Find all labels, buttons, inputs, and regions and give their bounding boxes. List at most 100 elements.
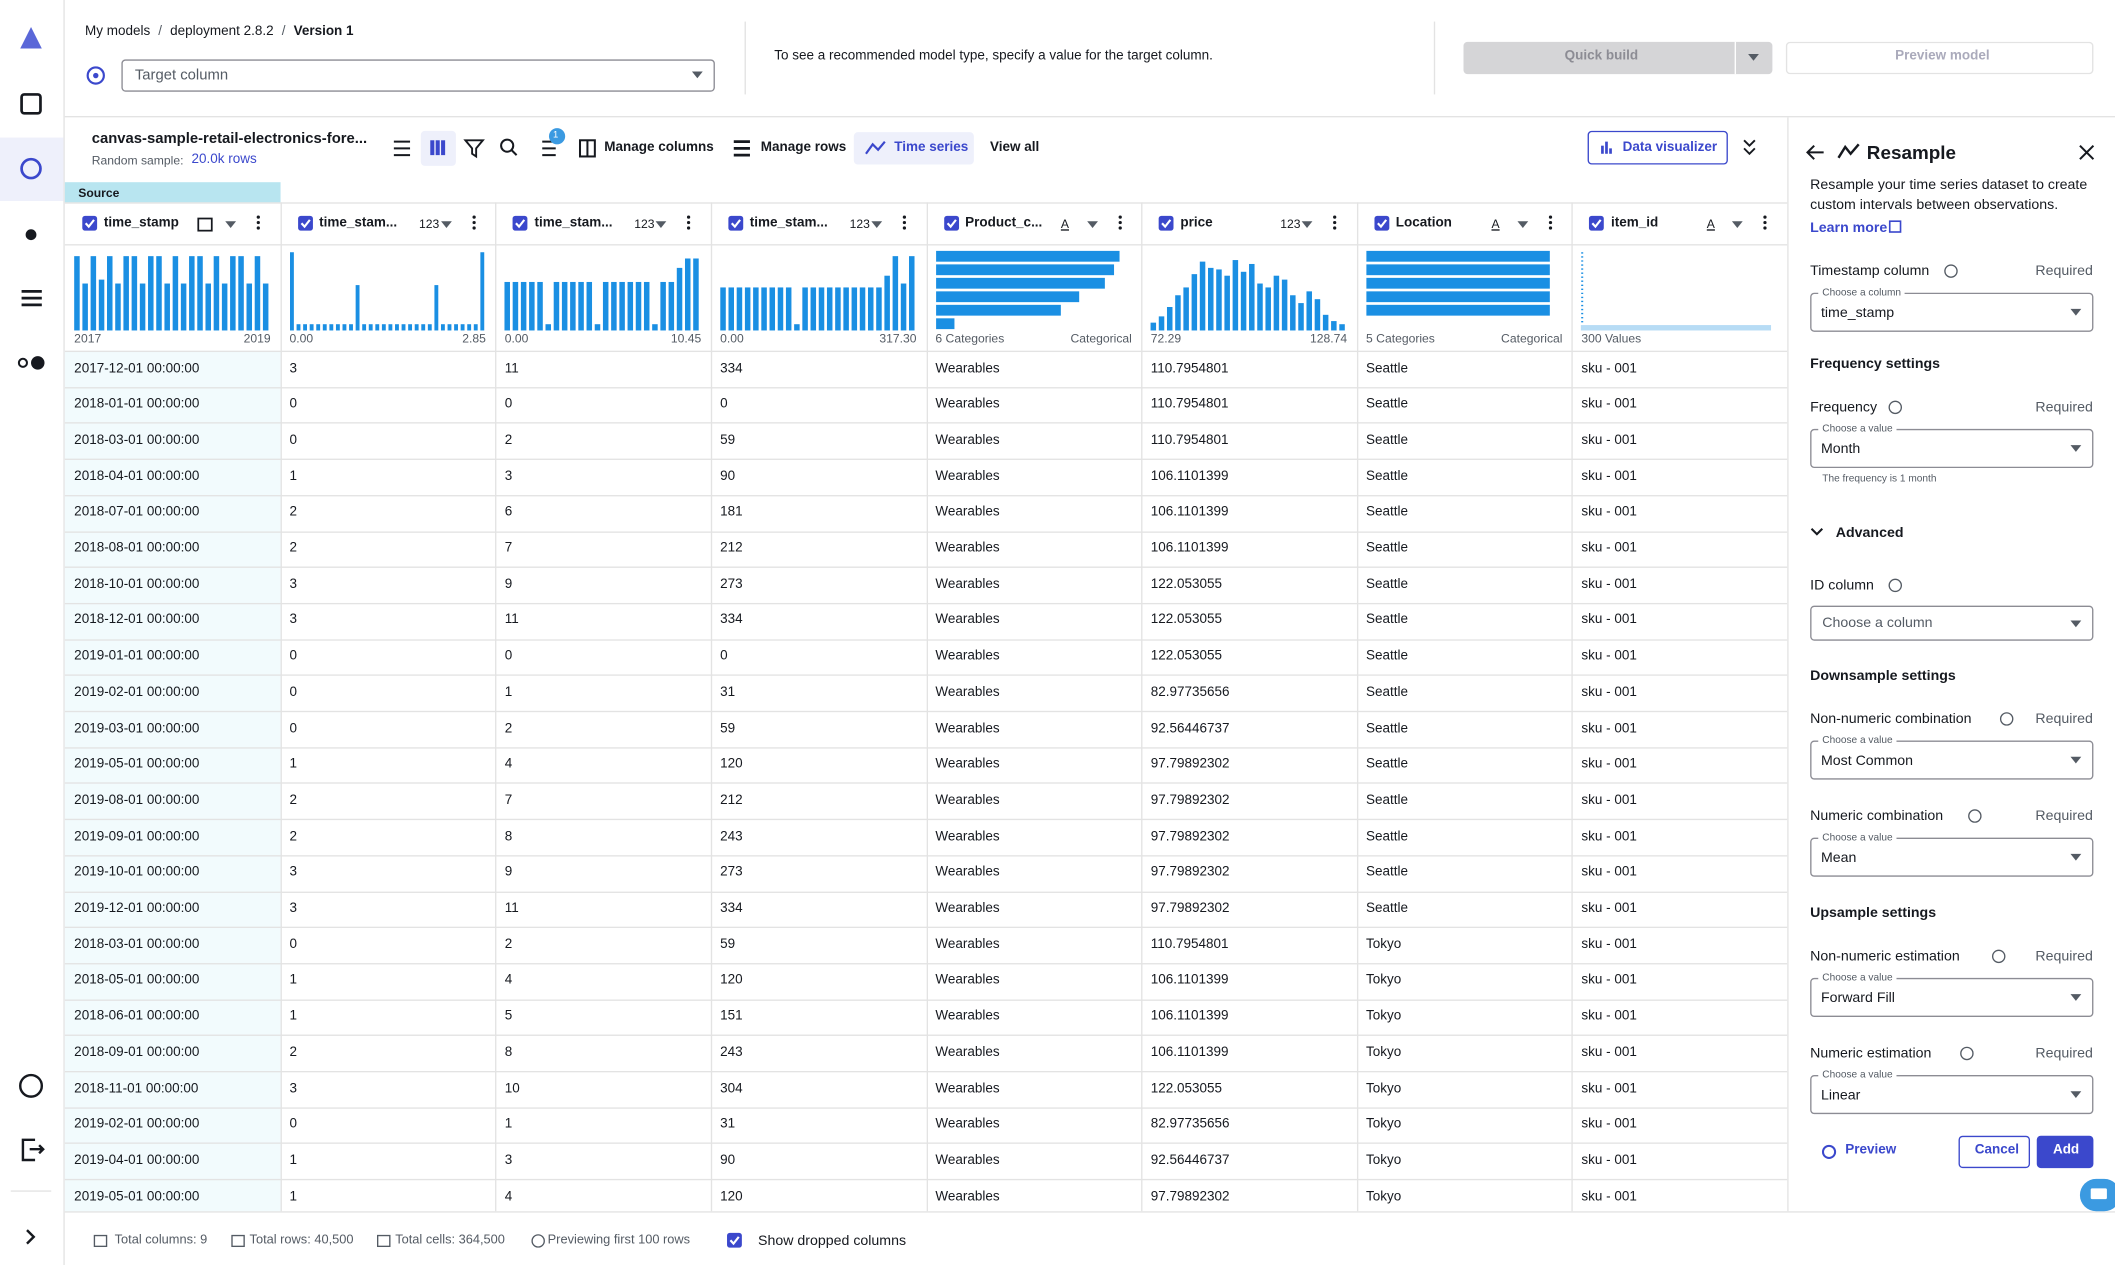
histogram-bar — [818, 287, 825, 331]
logout-icon[interactable] — [21, 1138, 45, 1162]
column-name[interactable]: time_stam... — [749, 215, 828, 231]
preview-button[interactable]: Preview — [1845, 1142, 1897, 1158]
cell: 2018-08-01 00:00:00 — [74, 540, 200, 556]
view-all[interactable]: View all — [990, 140, 1040, 156]
row-border — [64, 1070, 1788, 1073]
cancel-label[interactable]: Cancel — [1974, 1142, 2019, 1158]
column-menu[interactable] — [1548, 215, 1553, 232]
manage-rows-icon[interactable] — [733, 140, 750, 157]
category-bar — [935, 264, 1114, 276]
target-select[interactable] — [121, 59, 715, 92]
range-min: 6 Categories — [935, 331, 1005, 346]
data-visualizer[interactable]: Data visualizer — [1622, 140, 1718, 156]
show-dropped-checkbox[interactable] — [727, 1232, 743, 1249]
histogram-bar — [453, 324, 458, 331]
column-border — [495, 202, 497, 1212]
cell: 5 — [504, 1009, 513, 1024]
column-checkbox[interactable] — [1374, 215, 1390, 232]
range-min: 0.00 — [504, 331, 529, 346]
select[interactable] — [1810, 605, 2094, 641]
grid-view-icon[interactable] — [430, 140, 446, 156]
row-border — [64, 386, 1788, 389]
select[interactable] — [1810, 977, 2094, 1018]
column-checkbox[interactable] — [512, 215, 529, 232]
column-checkbox[interactable] — [728, 215, 744, 232]
column-menu[interactable] — [1763, 215, 1768, 232]
cancel-button[interactable] — [1958, 1135, 2031, 1169]
back-icon[interactable] — [1806, 144, 1824, 160]
section-heading[interactable]: Advanced — [1835, 524, 1904, 541]
chat-icon[interactable] — [2079, 1178, 2115, 1219]
column-menu[interactable] — [256, 215, 261, 232]
cell: 2 — [289, 540, 297, 556]
column-name[interactable]: Location — [1395, 215, 1452, 231]
cell: Wearables — [935, 792, 1000, 808]
column-menu[interactable] — [471, 215, 477, 232]
select[interactable] — [1810, 428, 2094, 469]
time-series[interactable]: Time series — [894, 140, 969, 156]
help-icon[interactable] — [19, 1073, 44, 1098]
close-icon[interactable] — [2079, 144, 2095, 160]
column-name[interactable]: time_stam... — [534, 215, 613, 231]
histogram-bar — [368, 324, 373, 331]
search-icon[interactable] — [500, 138, 515, 153]
column-name[interactable]: price — [1180, 215, 1213, 231]
advanced-caret[interactable] — [1810, 528, 1824, 536]
select[interactable] — [1810, 740, 2094, 780]
data-table: Source time_stamp 2017 2019 time_stam... 123 0… — [64, 182, 1788, 1212]
time-series-icon[interactable] — [865, 140, 886, 155]
column-checkbox[interactable] — [82, 215, 98, 232]
column-name[interactable]: item_id — [1611, 215, 1659, 231]
row-border — [64, 638, 1788, 641]
learn-more[interactable]: Learn more — [1810, 219, 1888, 237]
list-icon[interactable] — [21, 290, 42, 307]
sample-value[interactable]: 20.0k rows — [191, 152, 257, 168]
column-menu[interactable] — [1333, 215, 1338, 232]
quick-build-button[interactable] — [1463, 41, 1773, 75]
list-view-icon[interactable] — [393, 140, 411, 157]
column-menu[interactable] — [687, 215, 692, 232]
cell: 2018-12-01 00:00:00 — [74, 612, 200, 628]
time-series-active[interactable] — [853, 132, 974, 165]
menu-dot — [687, 215, 691, 219]
histogram-bar — [98, 279, 105, 331]
column-menu[interactable] — [1117, 215, 1123, 232]
checkbox-box — [1589, 215, 1605, 231]
column-checkbox[interactable] — [943, 215, 960, 232]
cell: 110.7954801 — [1150, 937, 1229, 952]
toggle-icon[interactable] — [17, 357, 28, 368]
expand-icon[interactable] — [26, 1229, 36, 1245]
cell: sku - 001 — [1581, 1117, 1637, 1132]
manage-columns[interactable]: Manage columns — [604, 140, 714, 156]
column-name[interactable]: Product_c... — [965, 215, 1043, 231]
external-icon — [1888, 220, 1902, 233]
graph-icon[interactable] — [25, 229, 37, 241]
add-label[interactable]: Add — [2052, 1142, 2080, 1158]
add-button[interactable] — [2036, 1135, 2094, 1169]
logo-icon[interactable] — [20, 26, 42, 49]
category-bar — [935, 250, 1119, 262]
select[interactable] — [1810, 837, 2094, 877]
cell: 90 — [720, 468, 736, 484]
data-visualizer-button[interactable] — [1587, 130, 1728, 165]
column-checkbox[interactable] — [1589, 215, 1605, 232]
breadcrumb-item[interactable]: My models — [84, 24, 151, 40]
column-checkbox[interactable] — [297, 215, 314, 232]
select[interactable] — [1810, 1075, 2094, 1115]
cell: sku - 001 — [1581, 1081, 1637, 1096]
preview-model-button[interactable] — [1785, 41, 2094, 75]
field-label: Numeric combination — [1810, 807, 1944, 825]
filter-icon[interactable] — [463, 139, 485, 159]
models-icon[interactable] — [20, 93, 42, 115]
column-name[interactable]: time_stam... — [319, 215, 398, 231]
column-menu[interactable] — [902, 215, 907, 232]
manage-rows[interactable]: Manage rows — [760, 140, 847, 156]
select[interactable] — [1810, 292, 2094, 332]
column-checkbox[interactable] — [1158, 215, 1175, 232]
breadcrumb-item[interactable]: deployment 2.8.2 — [170, 24, 274, 40]
deploy-icon[interactable] — [20, 157, 42, 180]
caret — [2070, 445, 2082, 452]
cell: 3 — [289, 1081, 297, 1096]
collapse-icon[interactable] — [1743, 139, 1756, 156]
column-name[interactable]: time_stamp — [103, 215, 179, 231]
